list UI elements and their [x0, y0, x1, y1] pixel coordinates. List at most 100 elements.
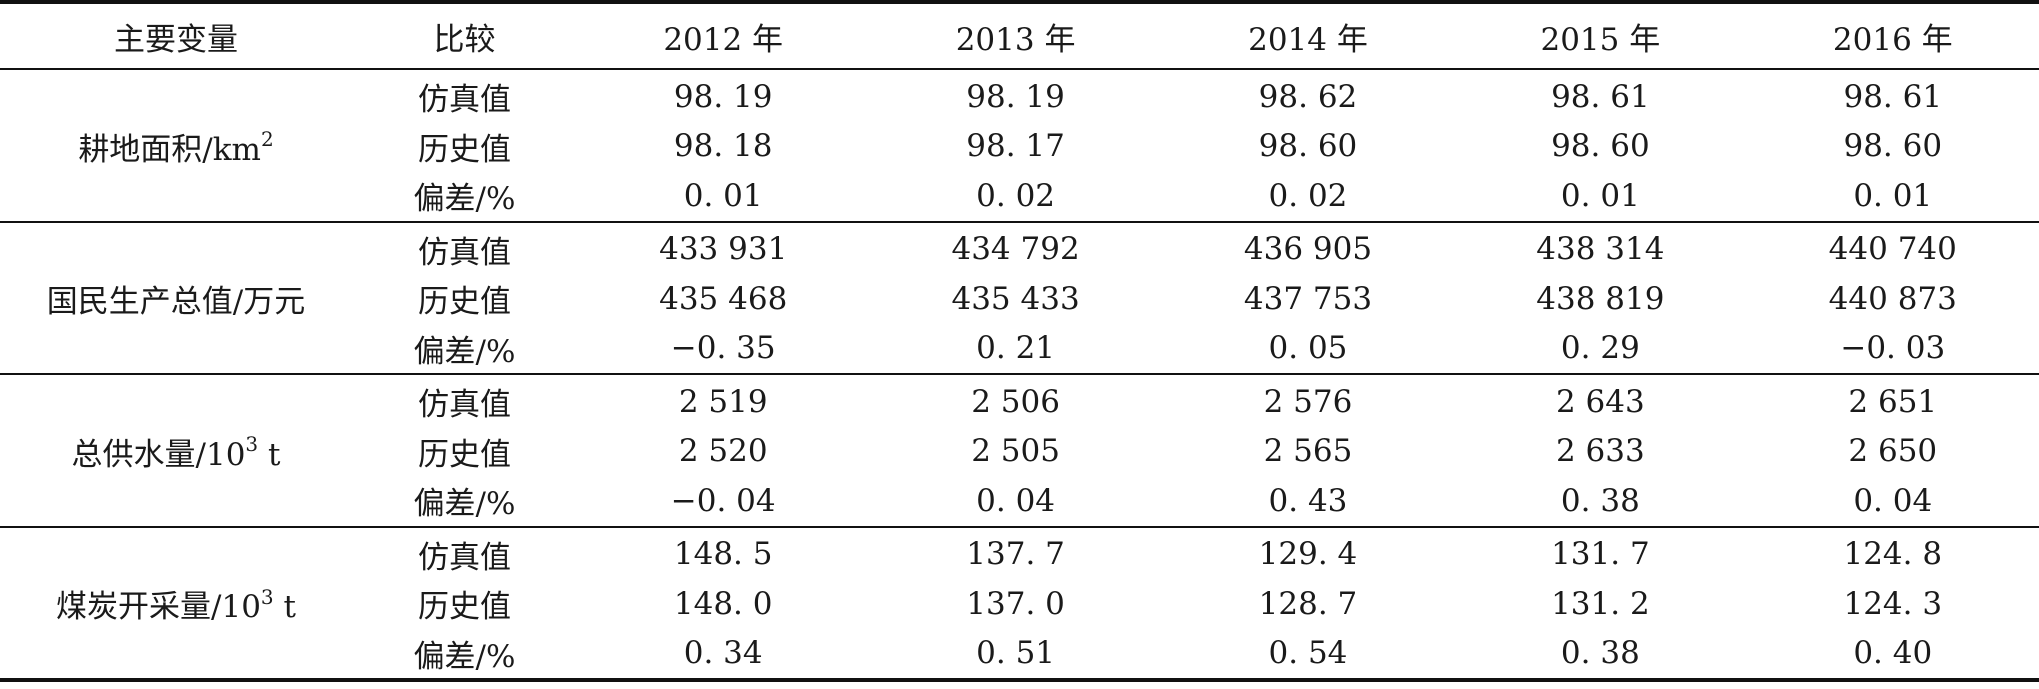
variable-unit-exponent: 2 [260, 127, 274, 152]
table-row: 国民生产总值/万元 仿真值 433 931 434 792 436 905 438 314… [0, 221, 2039, 375]
value-cell: 440 873 [1828, 280, 1957, 317]
compare-label: 偏差/% [352, 476, 577, 528]
value-cell: 2 565 [1263, 433, 1353, 470]
value-cell: 137. 7 [966, 536, 1065, 573]
value-cell: 131. 2 [1551, 585, 1650, 622]
value-cell: 98. 17 [966, 128, 1065, 165]
variable-label: 总供水量/103 t [0, 374, 352, 528]
table-row: 历史值 148. 0 137. 0 128. 7 131. 2 124. 3 [0, 579, 2039, 629]
variable-label: 国民生产总值/万元 [0, 221, 352, 375]
value-cell: 0. 51 [869, 628, 1162, 682]
compare-label: 仿真值 [418, 82, 511, 119]
value-cell: 437 753 [1243, 280, 1373, 317]
value-cell: 0. 04 [1746, 476, 2039, 528]
table-row: 煤炭开采量/103 t 仿真值 148. 5 137. 7 129. 4 131. 7 12… [0, 526, 2039, 682]
value-cell: 98. 60 [1258, 128, 1358, 165]
value-cell: 0. 04 [869, 476, 1162, 528]
value-cell: 137. 0 [966, 585, 1065, 622]
value-cell: −0. 03 [1746, 323, 2039, 375]
variable-unit-exponent: 3 [245, 432, 259, 457]
value-cell: 148. 5 [673, 536, 773, 573]
header-year: 2015 年 [1454, 0, 1747, 70]
value-cell: 2 576 [1263, 383, 1353, 420]
value-cell: 148. 0 [673, 585, 773, 622]
value-cell: 129. 4 [1258, 536, 1358, 573]
compare-label: 仿真值 [418, 387, 511, 424]
compare-label: 历史值 [418, 131, 511, 168]
value-cell: 0. 01 [1746, 171, 2039, 223]
value-cell: −0. 04 [577, 476, 870, 528]
compare-label: 仿真值 [418, 234, 511, 271]
value-cell: 0. 43 [1161, 476, 1455, 528]
variable-name: 国民生产总值/万元 [46, 284, 306, 321]
value-cell: 440 740 [1828, 231, 1957, 268]
value-cell: 98. 61 [1843, 78, 1943, 115]
value-cell: 2 520 [678, 433, 768, 470]
value-cell: 2 505 [971, 433, 1060, 470]
variable-unit-suffix: t [273, 589, 296, 626]
value-cell: 124. 8 [1843, 536, 1943, 573]
value-cell: 131. 7 [1551, 536, 1650, 573]
value-cell: 98. 62 [1258, 78, 1358, 115]
value-cell: −0. 35 [577, 323, 870, 375]
table-body: 耕地面积/km2 仿真值 98. 19 98. 19 98. 62 98. 61 98. 6… [0, 69, 2039, 682]
value-cell: 438 819 [1536, 280, 1665, 317]
value-cell: 435 433 [951, 280, 1080, 317]
value-cell: 124. 3 [1843, 585, 1943, 622]
value-cell: 0. 38 [1454, 628, 1747, 682]
compare-label: 历史值 [418, 436, 511, 473]
variable-name: 总供水量/10 [71, 436, 246, 473]
value-cell: 128. 7 [1258, 585, 1358, 622]
value-cell: 0. 01 [1454, 171, 1747, 223]
table-row: 偏差/% 0. 01 0. 02 0. 02 0. 01 0. 01 [0, 171, 2039, 223]
header-compare: 比较 [352, 0, 577, 70]
value-cell: 436 905 [1243, 231, 1373, 268]
header-year: 2012 年 [577, 0, 870, 70]
header-year: 2014 年 [1161, 0, 1455, 70]
compare-label: 偏差/% [352, 628, 577, 682]
value-cell: 2 651 [1848, 383, 1938, 420]
value-cell: 2 506 [971, 383, 1060, 420]
variable-label: 耕地面积/km2 [0, 69, 352, 223]
compare-label: 偏差/% [352, 171, 577, 223]
value-cell: 2 650 [1848, 433, 1938, 470]
value-cell: 0. 02 [1161, 171, 1455, 223]
variable-name: 耕地面积/km [78, 131, 261, 168]
value-cell: 0. 54 [1161, 628, 1455, 682]
table-row: 偏差/% −0. 35 0. 21 0. 05 0. 29 −0. 03 [0, 323, 2039, 375]
table-row: 历史值 435 468 435 433 437 753 438 819 440 873 [0, 274, 2039, 324]
compare-label: 偏差/% [352, 323, 577, 375]
header-year: 2016 年 [1746, 0, 2039, 70]
value-cell: 433 931 [659, 231, 788, 268]
table-row: 偏差/% 0. 34 0. 51 0. 54 0. 38 0. 40 [0, 628, 2039, 682]
value-cell: 0. 01 [577, 171, 870, 223]
value-cell: 98. 19 [966, 78, 1065, 115]
value-cell: 434 792 [951, 231, 1080, 268]
value-cell: 98. 60 [1551, 128, 1650, 165]
value-cell: 98. 60 [1843, 128, 1943, 165]
value-cell: 2 519 [678, 383, 768, 420]
value-cell: 0. 34 [577, 628, 870, 682]
compare-label: 历史值 [418, 284, 511, 321]
value-cell: 98. 18 [673, 128, 773, 165]
table-row: 历史值 2 520 2 505 2 565 2 633 2 650 [0, 427, 2039, 477]
table-row: 偏差/% −0. 04 0. 04 0. 43 0. 38 0. 04 [0, 476, 2039, 528]
value-cell: 98. 19 [673, 78, 773, 115]
value-cell: 0. 40 [1746, 628, 2039, 682]
header-variable: 主要变量 [0, 0, 352, 70]
table-row: 耕地面积/km2 仿真值 98. 19 98. 19 98. 62 98. 61 98. 6… [0, 69, 2039, 223]
value-cell: 0. 05 [1161, 323, 1455, 375]
value-cell: 435 468 [659, 280, 788, 317]
value-cell: 438 314 [1536, 231, 1665, 268]
value-cell: 0. 38 [1454, 476, 1747, 528]
variable-name: 煤炭开采量/10 [56, 589, 261, 626]
variable-label: 煤炭开采量/103 t [0, 526, 352, 682]
header-row: 主要变量 比较 2012 年 2013 年 2014 年 2015 年 2016… [0, 0, 2039, 70]
table-row: 历史值 98. 18 98. 17 98. 60 98. 60 98. 60 [0, 122, 2039, 172]
header-year: 2013 年 [869, 0, 1162, 70]
value-cell: 0. 02 [869, 171, 1162, 223]
value-cell: 2 633 [1555, 433, 1645, 470]
variable-unit-suffix: t [258, 436, 281, 473]
